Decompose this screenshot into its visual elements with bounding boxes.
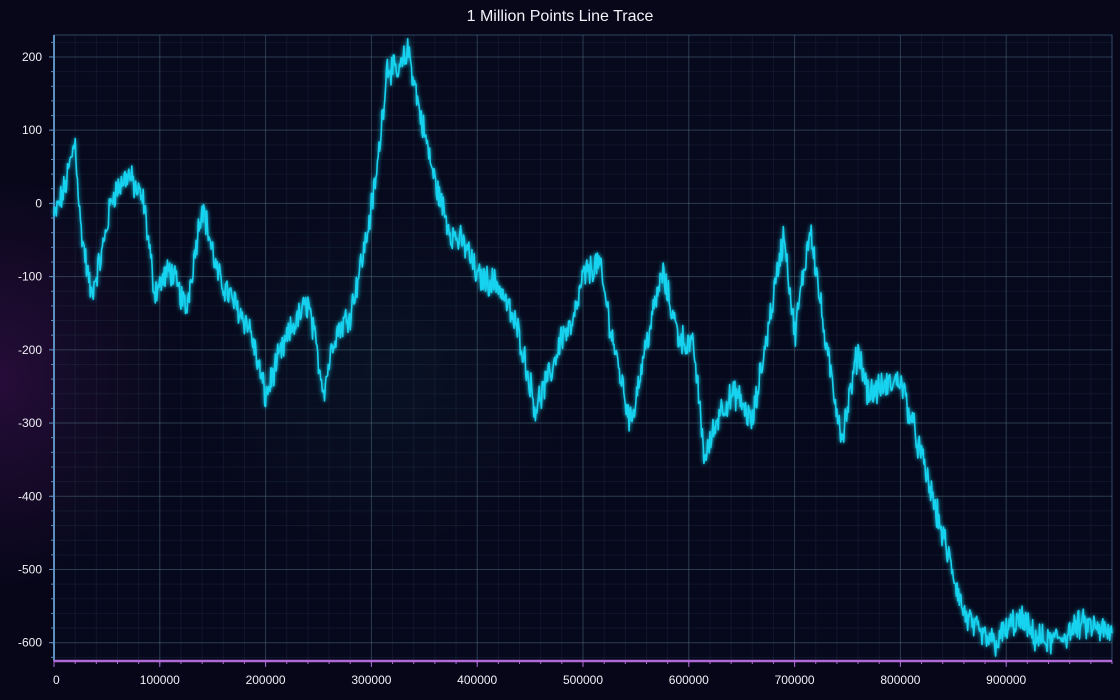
- x-tick-label: 800000: [880, 673, 920, 687]
- series-line: [53, 37, 1113, 657]
- x-tick-label: 200000: [246, 673, 286, 687]
- grid: [53, 35, 1113, 661]
- x-tick-label: 0: [53, 673, 60, 687]
- plot-area: [54, 35, 1112, 661]
- series-layer: [53, 37, 1113, 657]
- chart-title: 1 Million Points Line Trace: [466, 8, 654, 25]
- y-tick-label: -400: [18, 489, 42, 503]
- y-tick-label: 0: [35, 196, 42, 210]
- y-tick-label: -600: [18, 636, 42, 650]
- x-tick-label: 600000: [669, 673, 709, 687]
- tick-labels: 0 100000 200000 300000 400000 500000 600000 700…: [18, 50, 1027, 687]
- y-tick-label: -200: [18, 343, 42, 357]
- x-tick-label: 300000: [351, 673, 391, 687]
- y-tick-label: -300: [18, 416, 42, 430]
- x-tick-label: 400000: [457, 673, 497, 687]
- x-tick-label: 700000: [775, 673, 815, 687]
- x-tick-label: 500000: [563, 673, 603, 687]
- y-tick-label: -100: [18, 270, 42, 284]
- y-tick-label: 100: [22, 123, 42, 137]
- x-tick-label: 900000: [986, 673, 1026, 687]
- y-tick-label: 200: [22, 50, 42, 64]
- y-tick-label: -500: [18, 562, 42, 576]
- axes: [49, 34, 1113, 667]
- x-tick-label: 100000: [140, 673, 180, 687]
